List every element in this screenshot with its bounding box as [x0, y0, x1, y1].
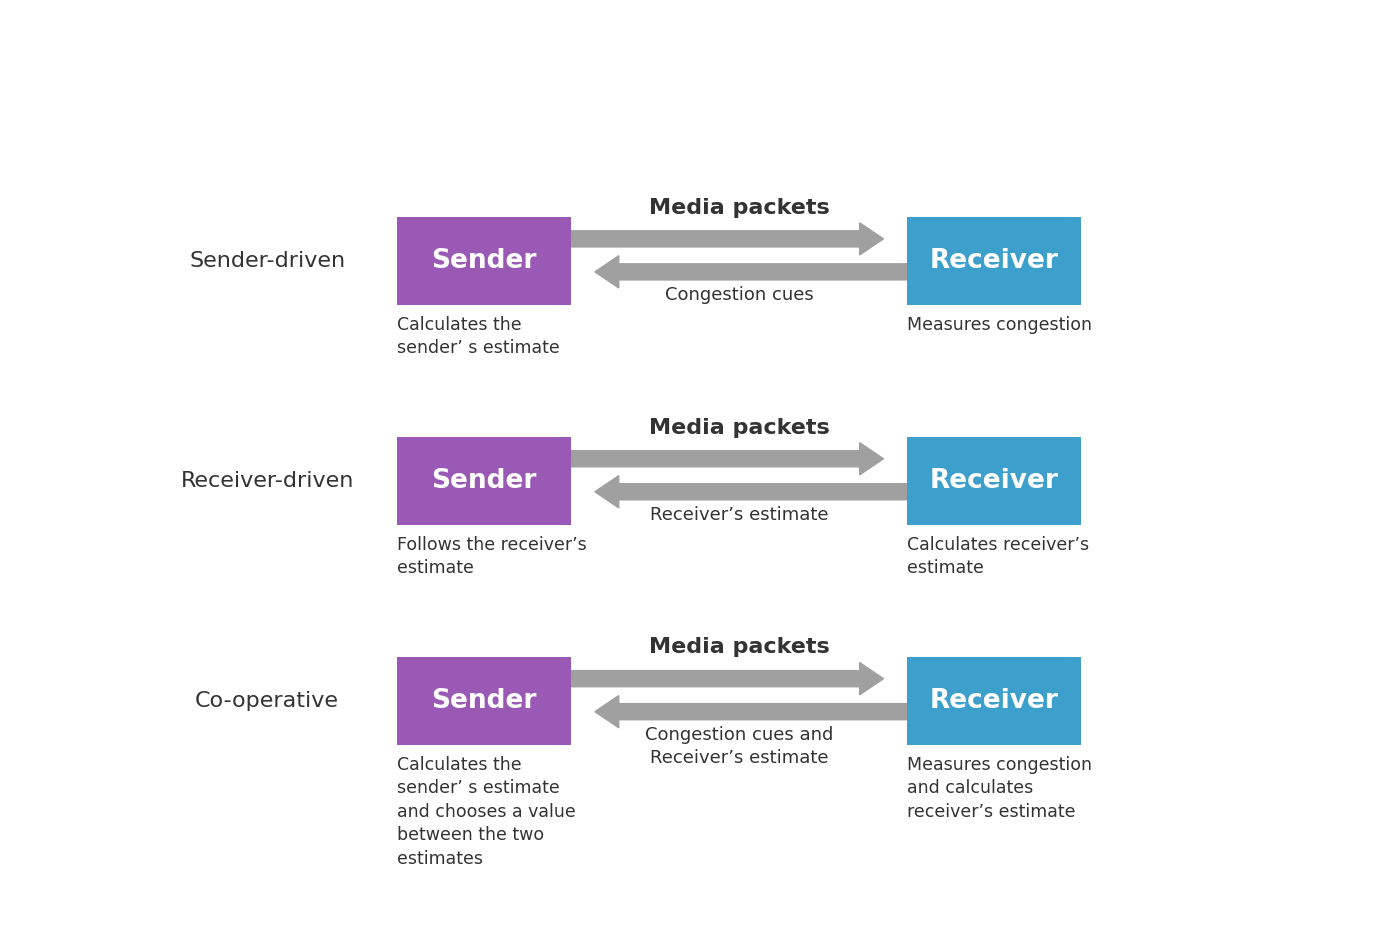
FancyArrow shape	[595, 696, 907, 727]
Text: Sender: Sender	[431, 248, 538, 274]
Text: Sender: Sender	[431, 687, 538, 714]
Text: Congestion cues and
Receiver’s estimate: Congestion cues and Receiver’s estimate	[645, 725, 833, 767]
FancyBboxPatch shape	[398, 217, 571, 305]
Text: Sender-driven: Sender-driven	[189, 250, 346, 271]
Text: Media packets: Media packets	[648, 418, 830, 438]
Text: Receiver: Receiver	[930, 687, 1058, 714]
Text: Media packets: Media packets	[648, 638, 830, 658]
FancyBboxPatch shape	[907, 437, 1081, 525]
Text: Follows the receiver’s
estimate: Follows the receiver’s estimate	[398, 536, 587, 577]
Text: Receiver: Receiver	[930, 248, 1058, 274]
Text: Media packets: Media packets	[648, 198, 830, 218]
FancyBboxPatch shape	[907, 657, 1081, 744]
FancyArrow shape	[595, 476, 907, 507]
Text: Calculates receiver’s
estimate: Calculates receiver’s estimate	[907, 536, 1089, 577]
FancyArrow shape	[571, 663, 883, 695]
Text: Measures congestion: Measures congestion	[907, 316, 1092, 334]
FancyArrow shape	[571, 443, 883, 475]
FancyBboxPatch shape	[907, 217, 1081, 305]
Text: Co-operative: Co-operative	[195, 690, 339, 711]
FancyArrow shape	[571, 223, 883, 255]
Text: Sender: Sender	[431, 467, 538, 494]
FancyArrow shape	[595, 256, 907, 288]
Text: Calculates the
sender’ s estimate
and chooses a value
between the two
estimates: Calculates the sender’ s estimate and ch…	[398, 756, 577, 868]
FancyBboxPatch shape	[398, 437, 571, 525]
Text: Calculates the
sender’ s estimate: Calculates the sender’ s estimate	[398, 316, 560, 357]
Text: Receiver: Receiver	[930, 467, 1058, 494]
Text: Measures congestion
and calculates
receiver’s estimate: Measures congestion and calculates recei…	[907, 756, 1092, 821]
Text: Congestion cues: Congestion cues	[665, 286, 813, 304]
FancyBboxPatch shape	[398, 657, 571, 744]
Text: Receiver-driven: Receiver-driven	[181, 470, 354, 491]
Text: Receiver’s estimate: Receiver’s estimate	[650, 506, 829, 524]
